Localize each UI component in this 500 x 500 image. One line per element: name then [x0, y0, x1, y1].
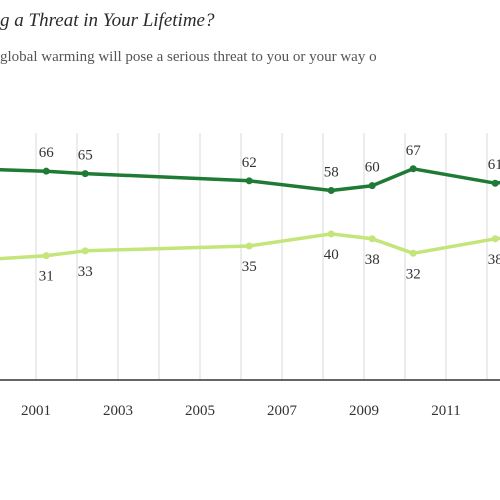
- x-tick-label: 2003: [103, 403, 133, 419]
- x-tick-label: 2005: [185, 403, 215, 419]
- series-1-data-label: 40: [324, 247, 339, 263]
- series-0-point: [42, 167, 50, 175]
- chart-title: g a Threat in Your Lifetime?: [0, 10, 215, 31]
- series-0-data-label: 66: [39, 145, 55, 161]
- series-1-point: [42, 252, 50, 260]
- x-tick-label: 2011: [431, 403, 460, 419]
- series-1-point: [327, 230, 335, 238]
- series-1-point: [368, 235, 376, 243]
- series-1-point: [491, 235, 499, 243]
- series-0-point: [81, 170, 89, 178]
- series-0-point: [368, 182, 376, 190]
- series-0-point: [491, 179, 499, 187]
- series-1-data-label: 32: [406, 266, 421, 282]
- series-0-point: [327, 186, 335, 194]
- series-1-point: [245, 242, 253, 250]
- x-tick-label: 2001: [21, 403, 51, 419]
- series-1-point: [409, 249, 417, 257]
- series-0-point: [409, 165, 417, 173]
- series-1-data-label: 35: [242, 259, 257, 275]
- series-0-data-label: 62: [242, 155, 257, 171]
- series-1-data-label: 38: [488, 252, 500, 268]
- series-0-data-label: 65: [78, 148, 93, 164]
- x-tick-label: 2007: [267, 403, 298, 419]
- series-1-point: [81, 247, 89, 255]
- chart-subtitle: global warming will pose a serious threa…: [0, 49, 377, 65]
- series-0-point: [245, 177, 253, 185]
- series-1-data-label: 33: [78, 264, 93, 280]
- series-1-data-label: 31: [39, 269, 54, 285]
- series-0-data-label: 58: [324, 164, 339, 180]
- series-1-data-label: 38: [365, 252, 380, 268]
- series-0-data-label: 67: [406, 143, 422, 159]
- series-0-data-label: 60: [365, 160, 380, 176]
- x-tick-label: 2009: [349, 403, 379, 419]
- series-0-data-label: 61: [488, 157, 500, 173]
